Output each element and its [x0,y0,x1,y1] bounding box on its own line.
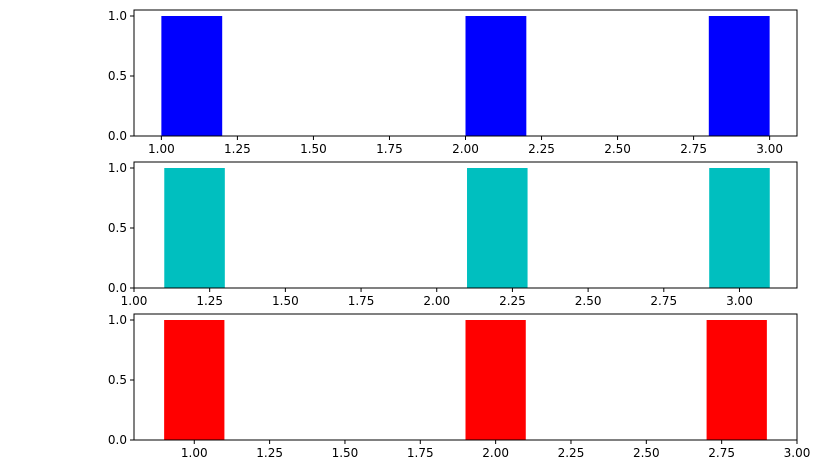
bar-2-2 [467,168,528,288]
x-tick-label: 1.25 [196,294,223,308]
x-tick-label: 2.00 [482,446,509,460]
x-tick-label: 2.75 [650,294,677,308]
bar-1-3 [708,16,770,136]
y-tick-label: 0.5 [108,69,127,83]
x-tick-label: 1.00 [148,142,175,156]
x-tick-label: 1.00 [121,294,148,308]
x-tick-label: 2.25 [528,142,555,156]
x-tick-label: 2.75 [680,142,707,156]
x-tick-label: 1.25 [256,446,283,460]
bar-3-2 [465,320,526,440]
y-tick-label: 0.0 [108,129,127,143]
x-tick-label: 1.00 [181,446,208,460]
subplot-3: 1.00 1.25 1.50 1.75 2.00 2.25 2.50 2.75 3.00 0.0 0… [108,313,810,460]
bar-1-1 [161,16,223,136]
axes-frame [133,313,798,441]
subplot-1: 1.00 1.25 1.50 1.75 2.00 2.25 2.50 2.75 3.00 0.0 0… [108,9,798,156]
x-tick-label: 3.00 [756,142,783,156]
y-tick-label: 1.0 [108,9,127,23]
y-tick-label: 1.0 [108,161,127,175]
x-tick-label: 2.75 [708,446,735,460]
x-tick-label: 3.00 [784,446,811,460]
y-tick-label: 1.0 [108,313,127,327]
axes-frame [133,161,798,289]
x-tick-label: 1.50 [300,142,327,156]
x-tick-label: 2.25 [499,294,526,308]
y-tick-label: 0.5 [108,221,127,235]
bar-2-3 [709,168,770,288]
bar-3-3 [706,320,767,440]
x-tick-label: 1.75 [407,446,434,460]
x-tick-label: 2.00 [452,142,479,156]
y-tick-label: 0.0 [108,433,127,447]
subplot-2: 1.00 1.25 1.50 1.75 2.00 2.25 2.50 2.75 3.00 0.0 0… [108,161,798,308]
x-tick-label: 3.00 [726,294,753,308]
y-tick-label: 0.0 [108,281,127,295]
y-tick-label: 0.5 [108,373,127,387]
bar-1-2 [465,16,527,136]
x-tick-label: 1.50 [332,446,359,460]
x-tick-label: 1.75 [376,142,403,156]
x-tick-label: 1.25 [224,142,251,156]
bar-2-1 [164,168,225,288]
bar-3-1 [164,320,225,440]
x-tick-label: 2.50 [575,294,602,308]
x-tick-label: 2.50 [633,446,660,460]
x-tick-label: 2.25 [558,446,585,460]
x-tick-label: 1.50 [272,294,299,308]
x-tick-label: 1.75 [348,294,375,308]
x-tick-label: 2.00 [423,294,450,308]
x-tick-label: 2.50 [604,142,631,156]
